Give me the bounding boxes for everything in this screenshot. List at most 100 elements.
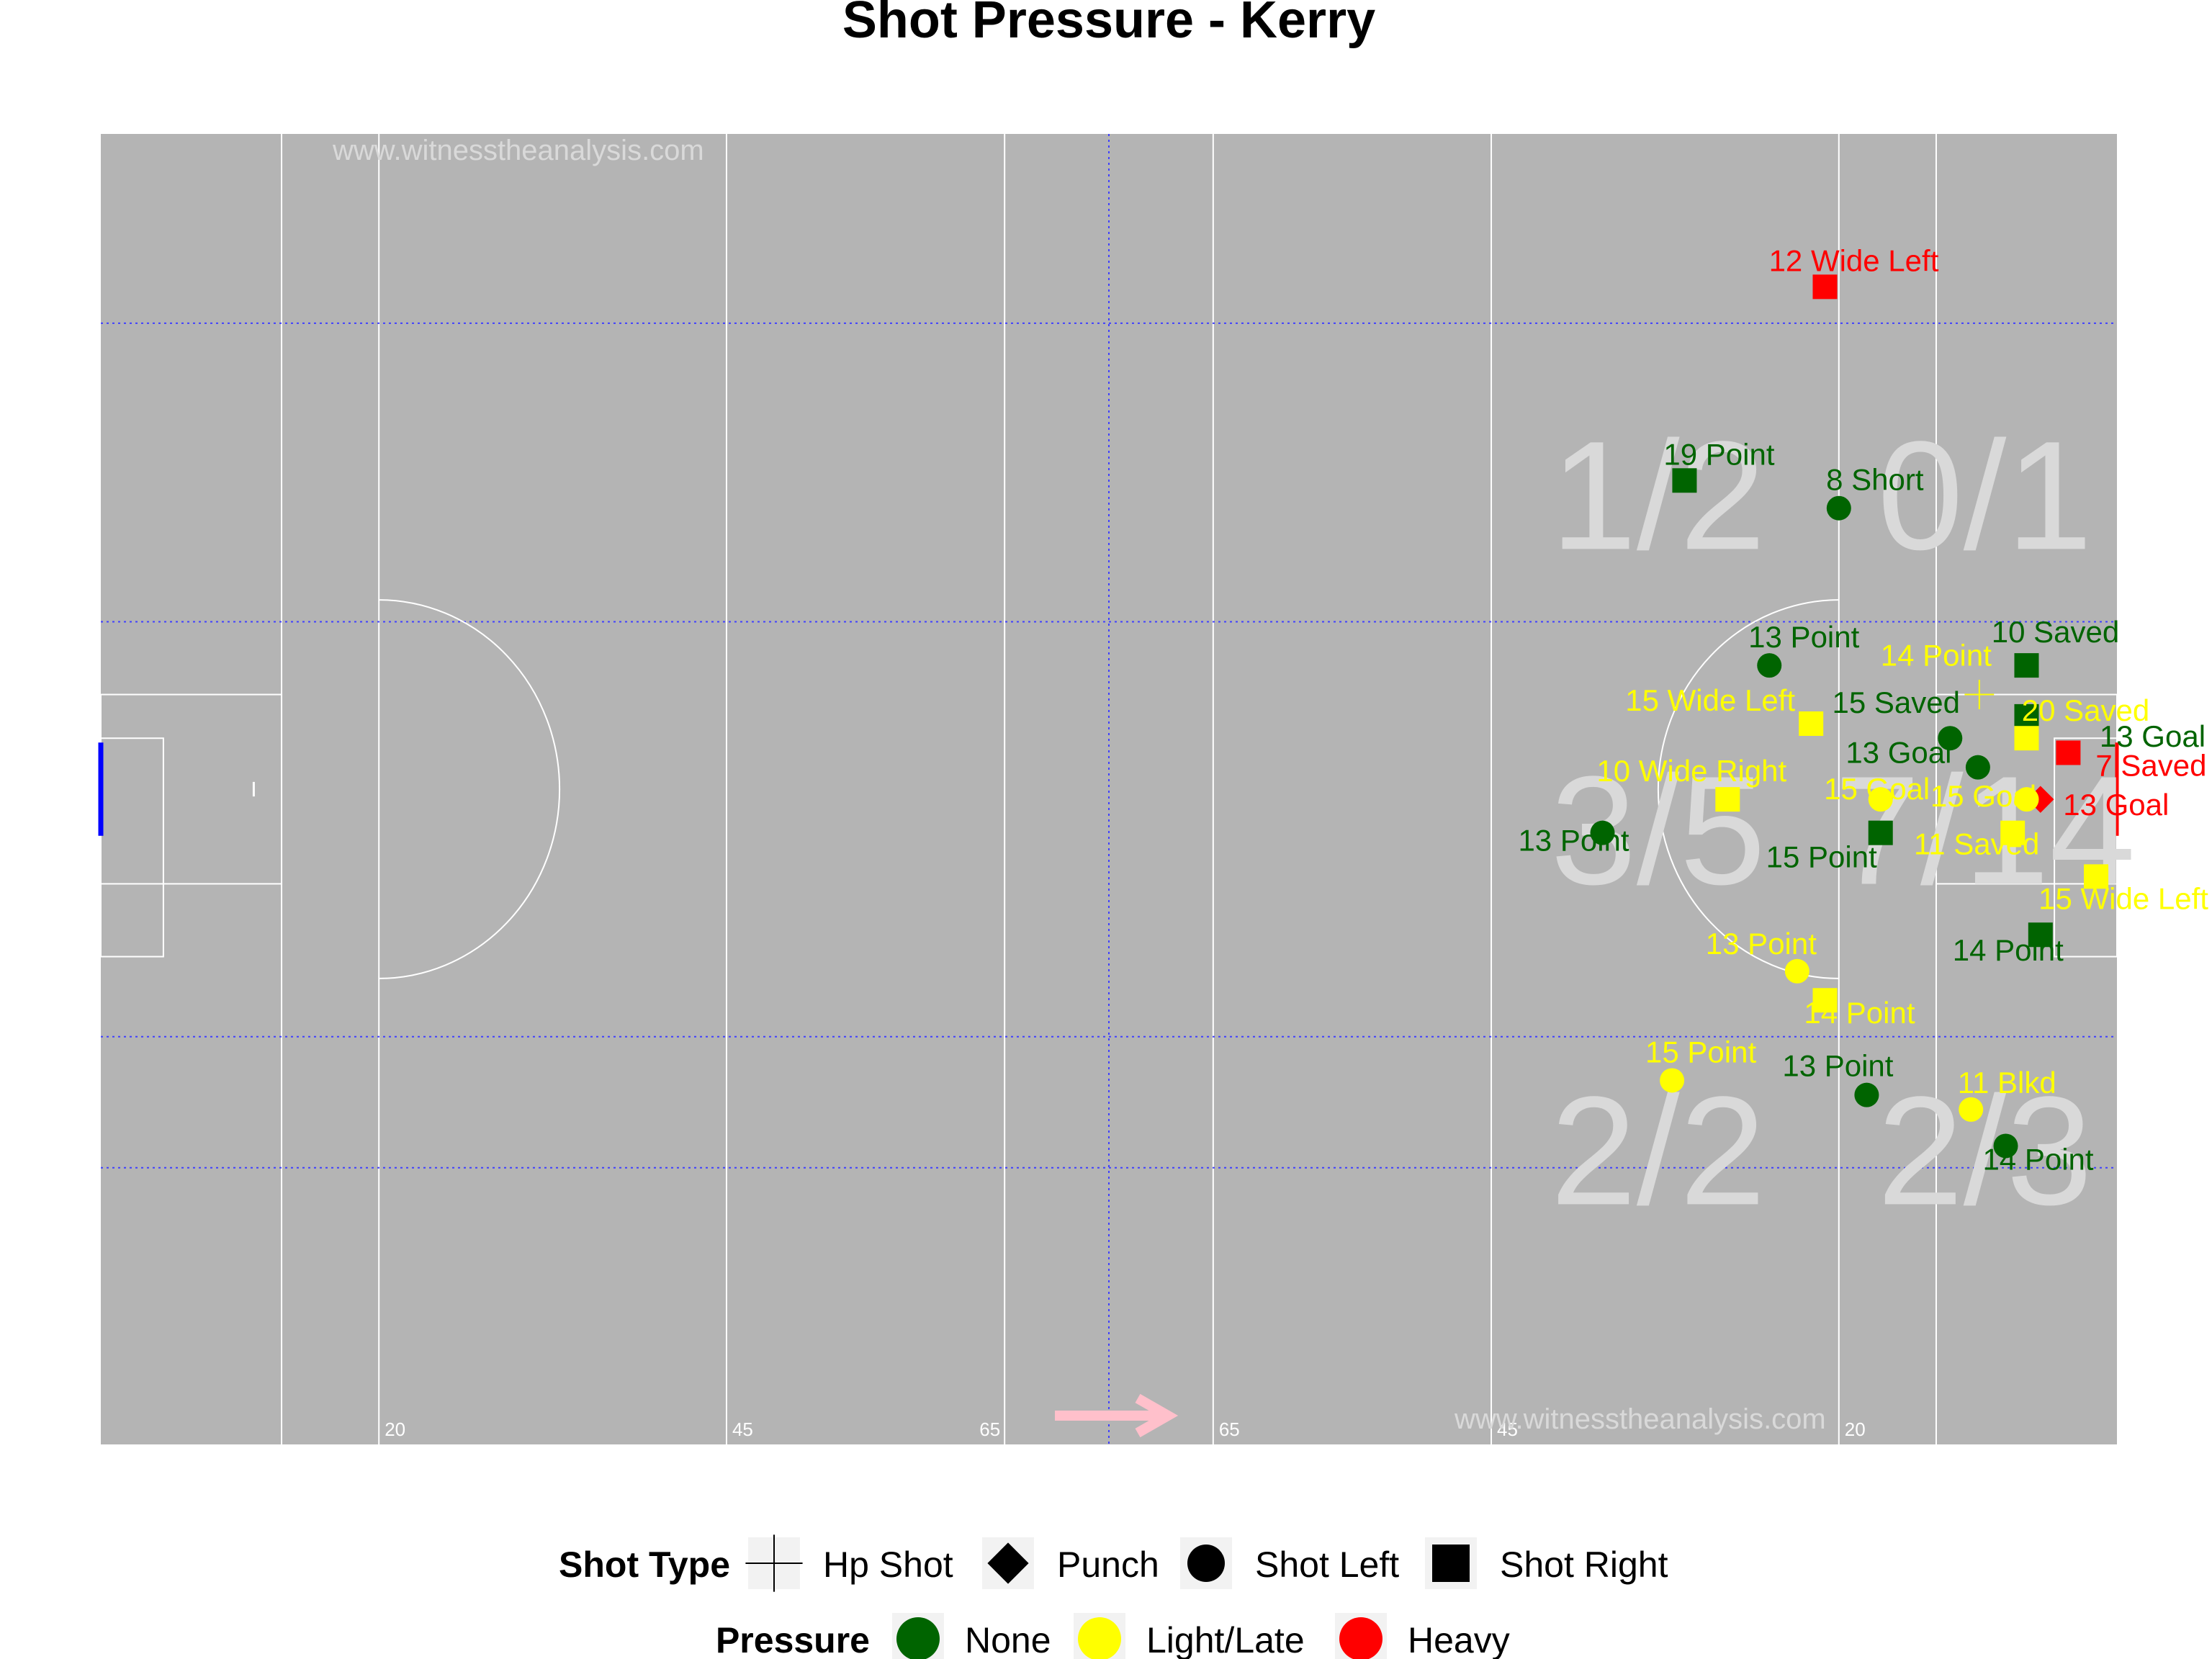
direction-arrow [1055, 1393, 1179, 1438]
shot-marker [2014, 703, 2039, 729]
shot-label: 13 Point [1748, 620, 1859, 654]
zone-total: 0/1 [1877, 408, 2092, 582]
shot-label: 13 Point [1706, 927, 1817, 961]
shot-marker [1660, 1068, 1685, 1093]
shot-label: 14 Point [1804, 996, 1915, 1030]
shot-label: 13 Goal [2063, 788, 2169, 822]
shot-marker [1799, 711, 1824, 736]
legend-pressure-swatch [1339, 1617, 1382, 1659]
shot-marker [2028, 922, 2053, 948]
shot-label: 10 Wide Right [1596, 754, 1786, 788]
shot-marker [1812, 988, 1838, 1013]
shot-point: 14 Point [1982, 1133, 2094, 1176]
shot-point: 15 Saved [1833, 685, 1963, 751]
shot-label: 15 Point [1766, 840, 1877, 874]
shot-label: 13 Goal [1845, 736, 1951, 770]
shot-label: 8 Short [1826, 463, 1924, 497]
small-rectangle-right [2054, 737, 2118, 958]
marking-labels: 20 45 65 65 45 20 [385, 1419, 1866, 1440]
shot-label: 12 Wide Left [1769, 243, 1939, 277]
arc-right [1657, 599, 1839, 979]
pitch-lines [98, 134, 2119, 1444]
legend-pressure-label: Heavy [1408, 1620, 1510, 1659]
shot-label: 7 Saved [2095, 748, 2206, 782]
legend-shot-type-item: Shot Left [1180, 1537, 1399, 1589]
watermarks: www.witnesstheanalysis.com www.witnessthe… [332, 135, 1826, 1435]
shot-marker [1938, 726, 1963, 751]
shot-point: 12 Wide Left [1769, 243, 1939, 300]
distance-marking: 65 [979, 1419, 1000, 1440]
shot-point: 14 Point [1881, 639, 1995, 709]
shot-point: 13 Goal [1845, 736, 1990, 780]
legend-pressure-swatch [896, 1617, 940, 1659]
shot-label: 15 Wide Left [2038, 881, 2208, 915]
shot-point: 7 Saved [2056, 740, 2206, 782]
shot-label: 15 Goal [1824, 772, 1930, 806]
shot-point: 13 Point [1518, 820, 1629, 858]
shot-point: 15 Wide Left [2038, 864, 2208, 915]
distance-marking: 20 [385, 1419, 405, 1440]
shot-label: 15 Wide Left [1625, 683, 1795, 717]
shot-point: 8 Short [1826, 463, 1924, 521]
shot-marker [1868, 820, 1893, 845]
distance-marking: 65 [1219, 1419, 1240, 1440]
zone-total: 1/2 [1550, 408, 1766, 582]
legend-key-square [1432, 1545, 1470, 1582]
legend-pressure-item: None [892, 1613, 1051, 1659]
watermark-text: www.witnesstheanalysis.com [332, 135, 704, 166]
legend-key-circle [1187, 1545, 1225, 1582]
shot-marker [1784, 958, 1809, 984]
shot-label: 11 Blkd [1958, 1066, 2056, 1100]
shot-marker [2014, 787, 2039, 812]
zone-total: 2/3 [1877, 1064, 2092, 1237]
shot-point: 15 Wide Left [1625, 683, 1824, 736]
shot-marker [1826, 495, 1851, 521]
arrow-head [1135, 1393, 1179, 1438]
shot-marker [1964, 680, 1995, 709]
arc-left [379, 599, 561, 979]
shot-label: 13 Goal [2100, 719, 2206, 753]
distance-marking: 20 [1845, 1419, 1866, 1440]
legend-shot-type-item: Punch [982, 1537, 1159, 1589]
shot-point: 15 Point [1766, 820, 1893, 874]
shot-point: 19 Point [1663, 437, 1775, 493]
shot-label: 14 Point [1953, 933, 2064, 967]
shot-point: 11 Saved [1914, 820, 2039, 861]
shot-marker [2056, 740, 2081, 765]
shot-marker [1590, 820, 1615, 845]
legend-key-plus [745, 1534, 803, 1592]
legend-shot-type-title: Shot Type [559, 1545, 730, 1585]
legend-shot-type-label: Shot Left [1255, 1545, 1399, 1585]
zone-total: 3/5 [1550, 743, 1766, 917]
shot-label: 14 Point [1881, 639, 1992, 673]
shot-marker [2084, 864, 2109, 889]
shot-marker [2014, 726, 2039, 751]
shot-marker [1868, 787, 1893, 812]
legend-pressure-title: Pressure [716, 1620, 870, 1659]
shot-label: 13 Point [1782, 1049, 1893, 1083]
shot-point: 13 Point [1706, 927, 1817, 984]
shot-point: 13 Point [1748, 620, 1860, 678]
shot-marker [1965, 755, 1990, 780]
shot-point: 15 Goal [1930, 779, 2039, 813]
shot-label: 14 Point [1982, 1142, 2093, 1176]
shot-point: 10 Saved [1992, 615, 2119, 678]
shot-point: 13 Point [1782, 1049, 1894, 1107]
shot-point: 11 Blkd [1958, 1066, 2056, 1122]
shot-label: 15 Goal [1930, 779, 2036, 813]
legend-pressure-item: Light/Late [1074, 1613, 1305, 1659]
shot-label: 15 Point [1645, 1035, 1756, 1069]
chart-title: Shot Pressure - Kerry [842, 0, 1375, 49]
legend-key-diamond [987, 1542, 1029, 1584]
legend-pressure-swatch [1078, 1617, 1121, 1659]
zone-total: 2/2 [1550, 1064, 1766, 1237]
shot-label: 10 Saved [1992, 615, 2119, 649]
shot-marker [1812, 274, 1838, 300]
legend-shot-type-label: Hp Shot [823, 1545, 953, 1585]
legend-pressure-item: Heavy [1335, 1613, 1510, 1659]
shot-label: 15 Saved [1833, 685, 1960, 719]
shot-point: 14 Point [1953, 922, 2064, 967]
shot-point: 20 Saved [2014, 693, 2149, 751]
shot-point: 13 Goal [2014, 703, 2206, 753]
